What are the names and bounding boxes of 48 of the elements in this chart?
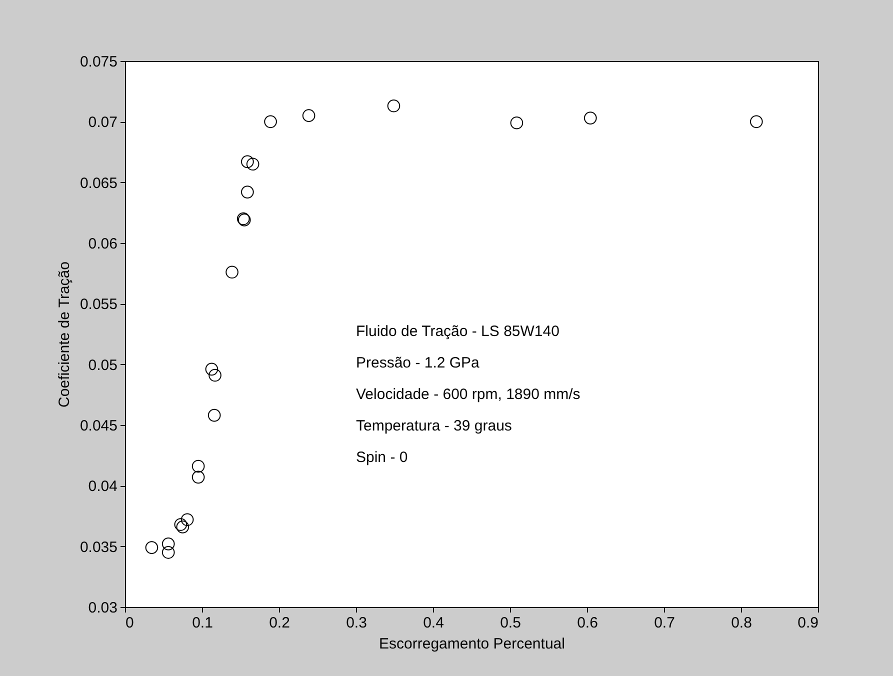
point (241, 186, 254, 198)
point (192, 460, 205, 473)
x-tick-label: 0.4 (423, 614, 444, 632)
point (241, 155, 254, 168)
y-tick-label: 0.03 (88, 600, 118, 616)
y-tick-label: 0.05 (88, 356, 118, 374)
y-tick-label: 0.04 (88, 478, 118, 496)
x-tick-label: 0.8 (731, 614, 752, 632)
y-tick-label: 0.07 (88, 114, 118, 132)
y-tick-label: 0.075 (80, 54, 118, 70)
y-tick-label: 0.06 (88, 236, 118, 252)
point (208, 368, 222, 382)
annotation: Spin - 0 (356, 449, 408, 466)
point (264, 115, 277, 128)
point (208, 408, 221, 422)
annotation: Temperatura - 39 graus (356, 418, 512, 434)
x-tick-label: 0 (126, 614, 134, 632)
point (162, 546, 175, 559)
x-tick-label: 0.3 (346, 614, 367, 632)
point (584, 112, 597, 124)
point (246, 158, 260, 171)
y-axis-title: Coeficiente de Tração (56, 262, 73, 408)
point (302, 109, 316, 122)
point (162, 538, 175, 550)
annotation: Velocidade - 600 rpm, 1890 mm/s (356, 386, 580, 403)
x-axis-title: Escorregamento Percentual (379, 636, 565, 652)
point (174, 518, 188, 531)
point (510, 116, 524, 130)
y-tick-label: 0.035 (80, 538, 118, 556)
annotation: Fluido de Tração - LS 85W140 (356, 323, 560, 340)
y-tick-label: 0.045 (80, 418, 118, 434)
point (180, 513, 194, 526)
annotation: Pressão - 1.2 GPa (356, 354, 480, 372)
x-tick-label: 0.2 (269, 614, 290, 632)
x-tick-label: 0.1 (192, 614, 213, 632)
point (176, 520, 190, 534)
x-tick-label: 0.9 (798, 614, 818, 632)
point (205, 362, 218, 376)
point (387, 99, 400, 112)
y-tick-label: 0.065 (80, 174, 118, 192)
y-tick-label: 0.055 (80, 296, 118, 314)
x-tick-label: 0.7 (654, 614, 675, 632)
point (750, 115, 763, 128)
point (226, 266, 238, 279)
x-tick-label: 0.5 (500, 614, 521, 632)
x-tick-label: 0.6 (577, 614, 598, 632)
point (145, 541, 158, 554)
point (192, 470, 205, 484)
